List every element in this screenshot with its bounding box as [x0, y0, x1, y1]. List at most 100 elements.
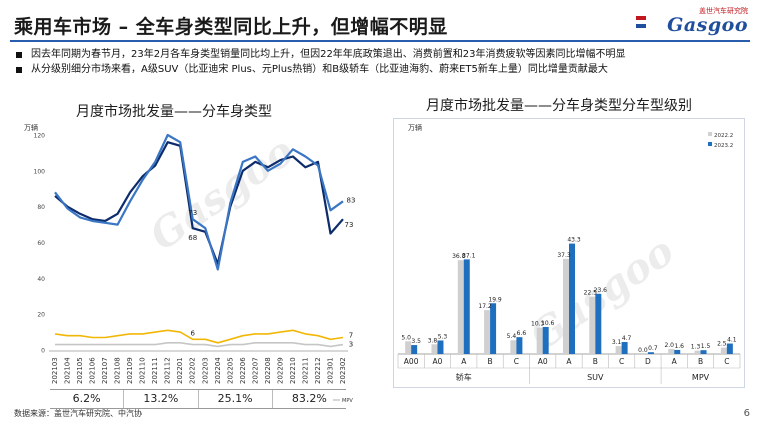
x-tick-label: 202301	[326, 357, 334, 384]
category-label: A	[566, 357, 572, 366]
category-label: C	[724, 357, 729, 366]
data-label: 73	[345, 221, 354, 229]
bar-value-label: 2.5	[717, 341, 727, 348]
bullet-text: 因去年同期为春节月，23年2月各车身类型销量同比均上升，但因22年年底政策退出、…	[31, 49, 626, 60]
bar-value-label: 37.3	[557, 252, 571, 259]
x-tick-label: 202209	[276, 357, 284, 384]
category-label: A	[672, 357, 678, 366]
category-label: C	[514, 357, 519, 366]
title-divider	[10, 40, 750, 42]
category-label: C	[619, 357, 624, 366]
data-label: 73	[188, 209, 197, 217]
bar-value-label: 23.6	[594, 287, 608, 294]
category-label: D	[645, 357, 651, 366]
bar-2023.2	[647, 352, 654, 354]
bar-value-label: 0.7	[648, 345, 658, 352]
data-label: 68	[188, 234, 197, 242]
x-tick-label: 202208	[264, 357, 272, 384]
bar-value-label: 6.6	[517, 330, 527, 337]
bullet-item: 从分级别细分市场来看，A级SUV（比亚迪宋 Plus、元Plus热销）和B级轿车…	[16, 62, 626, 77]
legend-label: MPV	[342, 398, 353, 404]
bar-2023.2	[490, 303, 497, 354]
data-label: 7	[349, 331, 353, 339]
bar-value-label: 36.8	[452, 253, 466, 260]
x-tick-label: 202201	[176, 357, 184, 384]
growth-cell: 6.2%	[50, 390, 125, 408]
logo-wordmark: Gasgoo	[667, 14, 748, 36]
bar-2022.2	[615, 346, 622, 354]
bar-2023.2	[595, 293, 602, 354]
x-tick-label: 202206	[239, 357, 247, 384]
category-label: B	[698, 357, 703, 366]
category-label: B	[593, 357, 598, 366]
bar-2023.2	[726, 343, 733, 354]
bar-value-label: 3.8	[428, 337, 438, 344]
bar-2023.2	[674, 349, 681, 354]
data-label: 6	[191, 329, 196, 337]
y-tick-label: 20	[37, 312, 45, 319]
square-bullet-icon	[16, 52, 22, 58]
growth-cell: 25.1%	[199, 390, 273, 408]
legend-swatch	[708, 132, 712, 136]
series-line-2	[54, 329, 344, 344]
bar-chart-title: 月度市场批发量——分车身类型分车型级别	[426, 98, 692, 114]
bar-2022.2	[668, 348, 675, 354]
x-tick-label: 202105	[76, 357, 84, 384]
y-axis-unit: 万辆	[408, 123, 422, 132]
x-tick-label: 202211	[301, 357, 309, 384]
x-tick-label: 202204	[214, 357, 222, 384]
bar-value-label: 4.7	[622, 335, 632, 342]
x-tick-label: 202110	[139, 357, 147, 384]
bar-2022.2	[536, 327, 543, 354]
flag-icon	[636, 16, 646, 28]
y-axis-unit: 万辆	[24, 123, 38, 132]
x-tick-label: 202212	[314, 357, 322, 384]
bar-value-label: 1.6	[674, 343, 684, 350]
category-label: A0	[433, 357, 443, 366]
bar-value-label: 17.2	[478, 303, 492, 310]
category-label: A0	[538, 357, 548, 366]
bullet-list: 因去年同期为春节月，23年2月各车身类型销量同比均上升，但因22年年底政策退出、…	[16, 47, 626, 77]
y-tick-label: 0	[41, 348, 45, 355]
x-tick-label: 202109	[126, 357, 134, 384]
brand-logo: 盖世汽车研究院 Gasgoo	[636, 6, 748, 36]
bar-value-label: 4.1	[727, 337, 737, 344]
x-tick-label: 202205	[226, 357, 234, 384]
bullet-text: 从分级别细分市场来看，A级SUV（比亚迪宋 Plus、元Plus热销）和B级轿车…	[31, 64, 608, 75]
bar-value-label: 37.1	[462, 252, 476, 259]
bar-2022.2	[589, 296, 596, 354]
x-tick-label: 202203	[201, 357, 209, 384]
x-tick-label: 202103	[51, 357, 59, 384]
x-tick-label: 202112	[164, 357, 172, 384]
data-source-note: 数据来源：盖世汽车研究院、中汽协	[14, 409, 142, 418]
x-tick-label: 202111	[151, 357, 159, 384]
bar-2023.2	[437, 340, 444, 354]
bar-2022.2	[431, 344, 438, 354]
category-label: A00	[404, 357, 419, 366]
x-tick-label: 202104	[64, 357, 72, 384]
bar-2022.2	[484, 310, 491, 354]
line-chart-title: 月度市场批发量——分车身类型	[76, 104, 272, 120]
x-tick-label: 202202	[189, 357, 197, 384]
x-tick-label: 202106	[89, 357, 97, 384]
page-title: 乘用车市场 – 全车身类型同比上升，但增幅不明显	[14, 16, 448, 38]
y-tick-label: 40	[37, 276, 45, 283]
x-tick-label: 202108	[114, 357, 122, 384]
bar-value-label: 2.0	[664, 342, 674, 349]
bar-2022.2	[457, 260, 464, 354]
y-tick-label: 80	[37, 204, 45, 211]
legend-label: 2023.2	[714, 143, 733, 149]
bar-value-label: 5.0	[401, 334, 411, 341]
bullet-item: 因去年同期为春节月，23年2月各车身类型销量同比均上升，但因22年年底政策退出、…	[16, 47, 626, 62]
bar-value-label: 22.5	[584, 290, 598, 297]
bar-2022.2	[720, 347, 727, 354]
group-label: 轿车	[456, 372, 472, 382]
bar-chart-frame	[393, 118, 745, 388]
category-label: B	[487, 357, 492, 366]
bar-value-label: 1.5	[701, 343, 711, 350]
bar-value-label: 3.5	[411, 338, 421, 345]
series-line-3	[55, 341, 344, 348]
square-bullet-icon	[16, 67, 22, 73]
page-number: 6	[743, 408, 750, 419]
